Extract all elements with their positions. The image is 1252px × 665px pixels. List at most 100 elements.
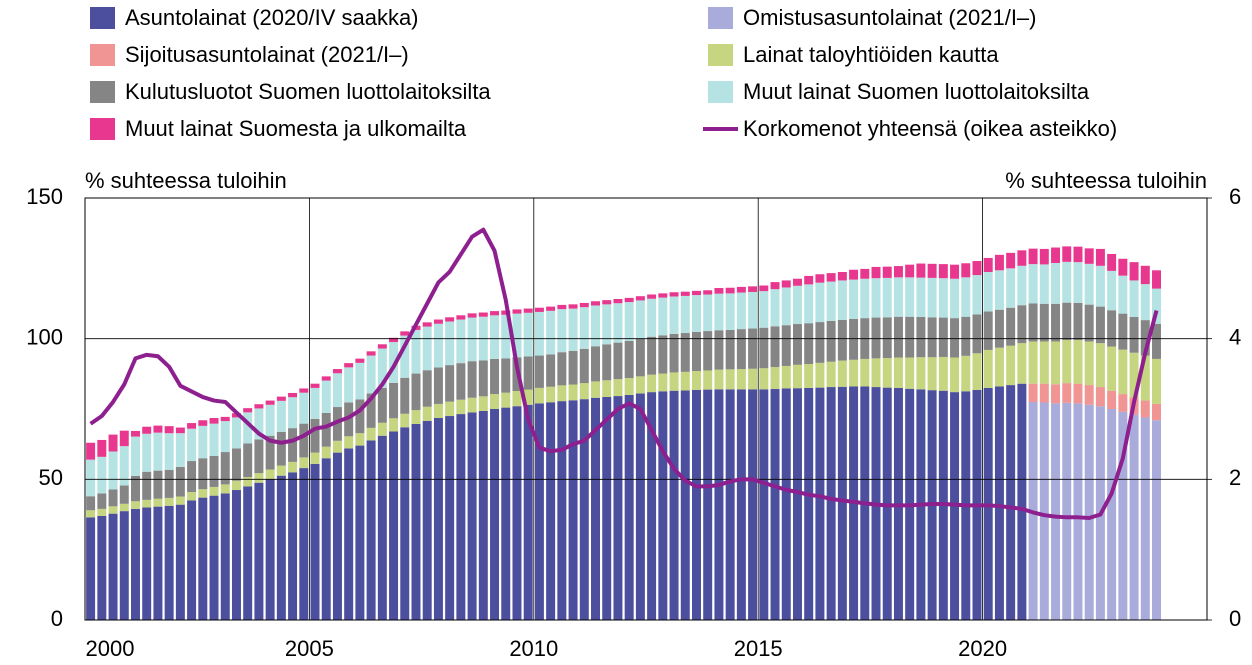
bar-segment [344,367,354,403]
bar-segment [534,403,544,620]
bar-segment [490,315,500,359]
bar-segment [254,482,264,620]
bar-segment [119,446,129,486]
bar-segment [815,282,825,323]
bar-segment [725,369,735,390]
bar-segment [837,386,847,620]
bar-segment [254,404,264,409]
bar-segment [1006,385,1016,620]
bar-segment [97,515,107,620]
bar-segment [310,452,320,464]
bar-segment [748,368,758,390]
bar-segment [1006,307,1016,346]
bar-segment [1140,265,1150,285]
bar-segment [187,423,197,429]
bar-segment [456,319,466,364]
bar-segment [849,318,859,360]
bar-segment [703,290,713,295]
bar-segment [478,360,488,397]
bar-segment [400,427,410,620]
bar-segment [501,358,511,393]
bar-segment [546,402,556,620]
bar-segment [624,340,634,379]
bar-segment [299,468,309,620]
bar-segment [1152,270,1161,289]
bar-segment [568,384,578,401]
bar-segment [916,263,926,278]
bar-segment [568,350,578,385]
bar-segment [804,275,814,285]
bar-segment [153,470,163,499]
bar-segment [759,368,769,390]
bar-segment [490,311,500,316]
bar-segment [703,370,713,390]
bar-segment [400,377,410,414]
bar-segment [1039,383,1049,403]
bar-segment [534,311,544,356]
x-tick-label: 2015 [734,636,783,661]
bar-segment [680,371,690,391]
bar-segment [703,294,713,332]
bar-segment [557,401,567,620]
bar-segment [389,418,399,432]
bar-segment [736,389,746,620]
bar-segment [849,279,859,319]
bar-segment [164,497,174,506]
bar-segment [445,401,455,417]
bar-segment [815,362,825,388]
bar-segment [602,304,612,345]
bars [86,246,1161,620]
bar-segment [916,357,926,390]
bar-segment [1107,310,1117,347]
bar-segment [1095,343,1105,388]
bar-segment [1118,313,1128,350]
bar-segment [164,505,174,620]
bar-segment [849,269,859,280]
bar-segment [1028,341,1038,384]
bar-segment [254,439,264,474]
bar-segment [377,435,387,620]
bar-segment [781,287,791,326]
legend-label: Muut lainat Suomen luottolaitoksilta [743,79,1090,104]
legend-label: Kulutusluotot Suomen luottolaitoksilta [125,79,491,104]
bar-segment [119,430,129,447]
bar-segment [433,403,443,419]
bar-segment [86,496,96,511]
bar-segment [669,372,679,391]
bar-segment [568,308,578,351]
bar-segment [725,287,735,294]
bar-segment [1028,264,1038,304]
bar-segment [142,471,152,500]
bar-segment [1017,250,1027,266]
bar-segment [635,300,645,339]
bar-segment [411,423,421,620]
bar-segment [243,408,253,413]
bar-segment [714,389,724,620]
bar-segment [714,293,724,331]
legend-label: Korkomenot yhteensä (oikea asteikko) [743,116,1117,141]
bar-segment [546,386,556,403]
bar-segment [265,479,275,620]
bar-segment [1051,384,1061,404]
bar-segment [433,367,443,404]
bar-segment [748,328,758,369]
bar-segment [837,319,847,361]
bar-segment [658,391,668,620]
bar-segment [332,452,342,620]
bar-segment [265,400,275,405]
bar-segment [86,442,96,460]
bar-segment [635,338,645,377]
bar-segment [153,425,163,433]
bar-segment [187,491,197,501]
bar-segment [692,371,701,390]
bar-segment [332,369,342,374]
bar-segment [815,322,825,363]
bar-segment [175,466,185,497]
bar-segment [748,286,758,292]
bar-segment [1039,248,1049,265]
bar-segment [86,510,96,518]
bar-segment [265,435,275,470]
bar-segment [175,496,185,505]
y2-axis-label: % suhteessa tuloihin [1005,168,1207,193]
bar-segment [1073,403,1083,620]
